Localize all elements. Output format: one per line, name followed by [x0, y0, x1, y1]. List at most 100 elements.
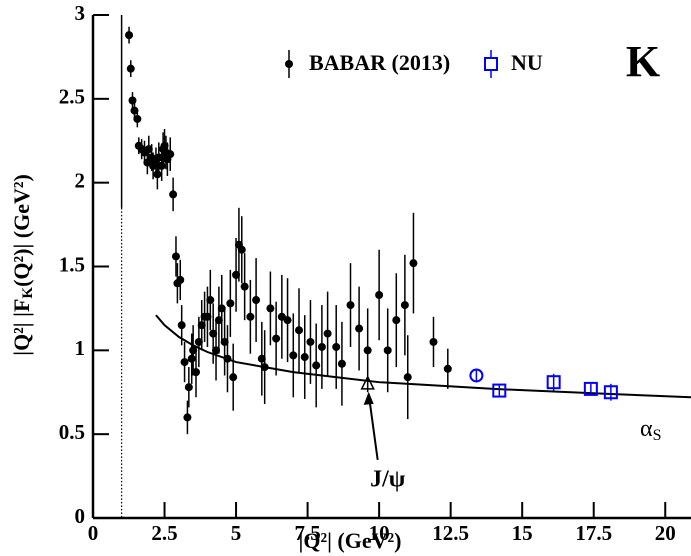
data-point	[176, 275, 185, 284]
data-point	[214, 316, 223, 325]
x-tick-label: 7.5	[294, 521, 320, 545]
x-tick-label: 0	[88, 521, 99, 545]
jpsi-marker	[360, 375, 375, 390]
data-point	[266, 304, 275, 313]
data-point	[154, 153, 163, 162]
data-point	[125, 31, 134, 40]
data-point	[492, 383, 507, 398]
data-point	[177, 321, 186, 330]
data-point	[375, 291, 384, 300]
data-point	[126, 64, 135, 73]
y-tick-label: 1	[75, 336, 86, 360]
data-point	[183, 413, 192, 422]
y-tick-label: 3	[75, 1, 86, 25]
data-point	[252, 296, 261, 305]
data-point	[240, 282, 249, 291]
data-point	[317, 342, 326, 351]
data-point	[128, 96, 137, 105]
data-point	[192, 368, 201, 377]
data-point	[184, 383, 193, 392]
data-point	[283, 316, 292, 325]
alpha-text: α	[640, 416, 653, 442]
data-point	[260, 363, 269, 372]
data-point	[130, 106, 139, 115]
data-point	[337, 359, 346, 368]
data-point	[583, 381, 598, 396]
jpsi-arrowhead	[363, 391, 374, 405]
jpsi-arrow	[367, 393, 379, 461]
data-point	[223, 354, 232, 363]
y-tick-label: 2	[75, 168, 86, 192]
data-point	[157, 161, 166, 170]
data-point	[332, 342, 341, 351]
alpha-label: αS	[640, 416, 661, 444]
data-point	[171, 252, 180, 261]
data-point	[403, 373, 412, 382]
data-point	[443, 364, 452, 373]
data-point	[226, 299, 235, 308]
y-tick-label: 0.5	[59, 420, 85, 444]
data-point	[229, 373, 238, 382]
data-point	[300, 353, 309, 362]
data-point	[187, 354, 196, 363]
data-point	[144, 145, 153, 154]
data-point	[209, 329, 218, 338]
data-point	[220, 337, 229, 346]
x-tick-label: 12.5	[432, 521, 469, 545]
y-label-sub: K	[20, 287, 36, 299]
legend-label: BABAR (2013)	[309, 50, 450, 75]
data-point	[133, 114, 142, 123]
data-point	[203, 312, 212, 321]
legend-marker	[285, 60, 293, 68]
data-point	[257, 354, 266, 363]
y-tick-label: 0	[75, 504, 86, 528]
data-point	[429, 337, 438, 346]
y-label-main: |Q²| |F	[9, 299, 34, 356]
x-tick-label: 20	[655, 521, 676, 545]
data-point	[169, 190, 178, 199]
y-tick-label: 1.5	[59, 252, 85, 276]
data-point	[306, 337, 315, 346]
x-tick-label: 15	[512, 521, 533, 545]
data-point	[232, 270, 241, 279]
data-point	[180, 358, 189, 367]
data-point	[323, 329, 332, 338]
data-point	[346, 301, 355, 310]
data-point	[409, 259, 418, 268]
x-tick-label: 2.5	[151, 521, 177, 545]
data-point	[237, 245, 246, 254]
data-point	[312, 361, 321, 370]
data-point	[217, 304, 226, 313]
data-point	[166, 150, 175, 159]
data-point	[197, 321, 206, 330]
alpha-sub: S	[653, 427, 662, 444]
data-point	[469, 368, 484, 383]
data-point	[246, 312, 255, 321]
data-point	[153, 170, 162, 179]
data-point	[212, 346, 221, 355]
jpsi-label: J/ψ	[370, 466, 406, 492]
data-point	[400, 301, 409, 310]
data-point	[383, 346, 392, 355]
data-point	[546, 375, 561, 390]
data-point	[392, 316, 401, 325]
x-tick-label: 17.5	[575, 521, 612, 545]
legend-label: NU	[511, 50, 543, 75]
x-tick-label: 10	[369, 521, 390, 545]
y-tick-label: 2.5	[59, 85, 85, 109]
x-axis-label: |Q²| (GeV²)	[299, 528, 402, 553]
data-point	[189, 346, 198, 355]
data-point	[295, 326, 304, 335]
legend-marker	[484, 57, 498, 71]
data-point	[363, 346, 372, 355]
y-label-rest: (Q²)| (GeV²)	[9, 174, 34, 287]
data-point	[206, 296, 215, 305]
panel-label: K	[626, 37, 660, 86]
data-point	[289, 351, 298, 360]
y-axis-label: |Q²| |FK(Q²)| (GeV²)	[9, 174, 36, 356]
data-point	[355, 324, 364, 333]
data-point	[603, 385, 618, 400]
x-tick-label: 5	[231, 521, 242, 545]
